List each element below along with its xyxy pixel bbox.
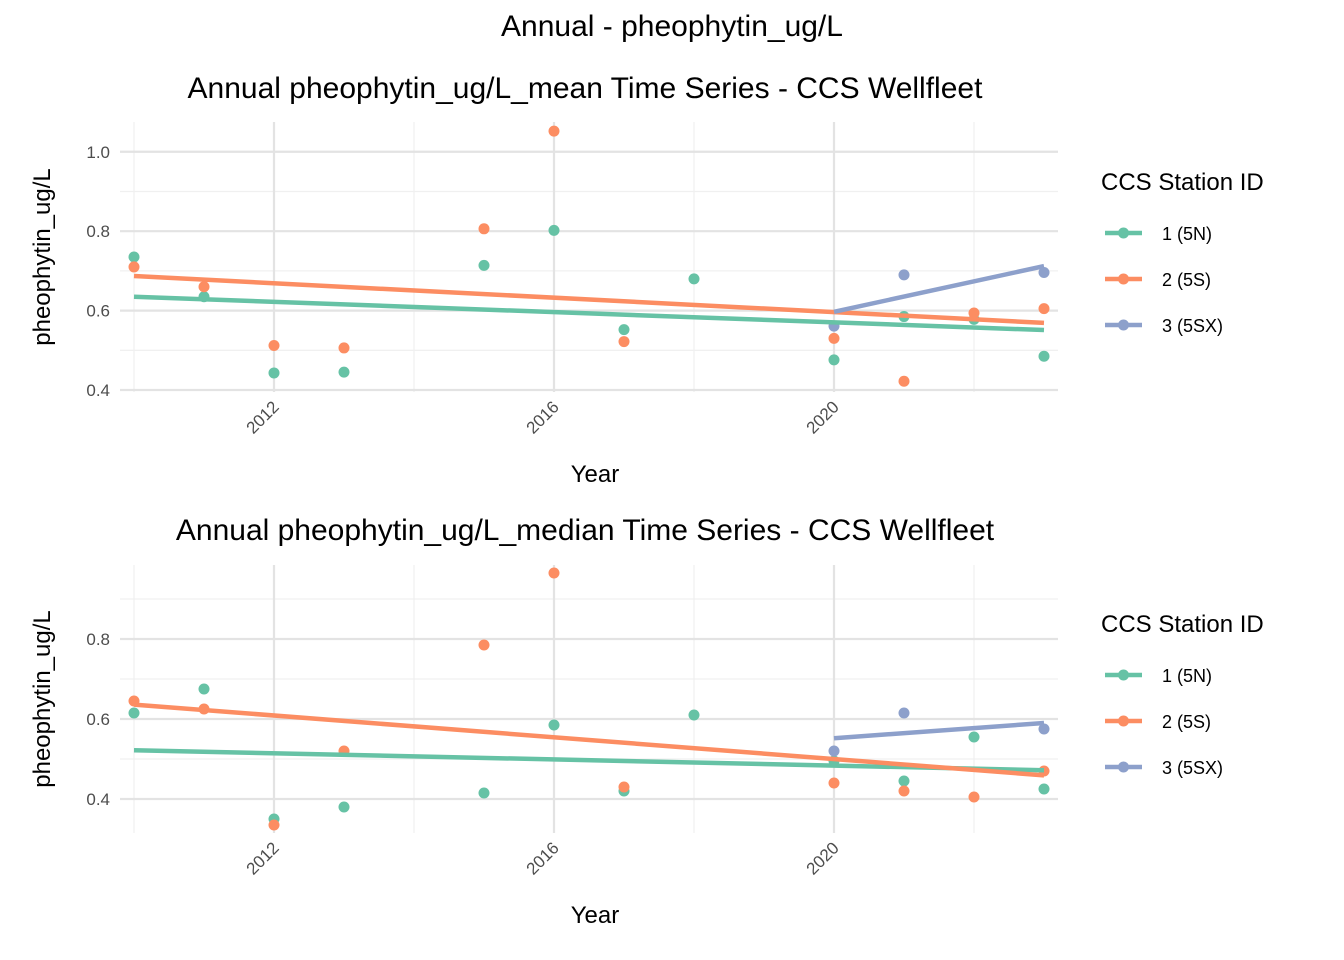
x-axis-title: Year	[571, 902, 620, 929]
data-point	[478, 223, 490, 235]
x-axis-title: Year	[571, 461, 620, 488]
legend-label: 1 (5N)	[1162, 666, 1212, 686]
data-point	[968, 791, 980, 803]
y-tick-label: 0.4	[86, 381, 110, 400]
page-title: Annual - pheophytin_ug/L	[501, 10, 843, 43]
trend-line	[133, 747, 1045, 773]
data-point	[828, 332, 840, 344]
data-point	[968, 307, 980, 319]
data-point	[1038, 266, 1050, 278]
y-tick-label: 0.4	[86, 790, 110, 809]
trend-line	[133, 273, 1045, 326]
trend-line	[133, 702, 1045, 778]
data-point	[828, 745, 840, 757]
data-point	[268, 367, 280, 379]
data-point	[898, 775, 910, 787]
trend-line	[833, 720, 1045, 741]
data-point	[688, 273, 700, 285]
data-point	[618, 324, 630, 336]
legend-key-point	[1118, 669, 1129, 681]
data-point	[1038, 350, 1050, 362]
legend-title: CCS Station ID	[1101, 169, 1264, 196]
y-tick-label: 1.0	[86, 143, 110, 162]
y-tick-label: 0.8	[86, 630, 110, 649]
data-point	[828, 354, 840, 366]
data-point	[898, 375, 910, 387]
chart-title-median: Annual pheophytin_ug/L_median Time Serie…	[175, 514, 995, 547]
y-axis-title: pheophytin_ug/L	[29, 168, 56, 346]
legend: CCS Station ID 1 (5N) 2 (5S) 3 (5SX)	[1101, 611, 1264, 778]
data-point	[1038, 303, 1050, 315]
x-tick-label: 2020	[803, 397, 843, 437]
legend-label: 2 (5S)	[1162, 270, 1211, 290]
data-point	[548, 125, 560, 137]
data-point	[478, 259, 490, 271]
chart-title-mean: Annual pheophytin_ug/L_mean Time Series …	[187, 72, 983, 105]
data-point	[898, 269, 910, 281]
legend-key-point	[1118, 227, 1129, 239]
data-point	[338, 342, 350, 354]
x-tick-label: 2012	[243, 838, 283, 878]
legend-key-point	[1118, 761, 1129, 773]
data-point	[898, 785, 910, 797]
data-point	[828, 777, 840, 789]
legend-key-point	[1118, 319, 1129, 331]
chart-panel-mean: 0.4 0.6 0.8 1.0 2012 2016 2020 Year pheophytin_u…	[29, 122, 1264, 488]
data-point	[898, 707, 910, 719]
data-point	[968, 731, 980, 743]
x-tick-label: 2012	[243, 397, 283, 437]
legend-label: 2 (5S)	[1162, 712, 1211, 732]
data-point	[618, 336, 630, 348]
data-point	[338, 801, 350, 813]
data-point	[618, 781, 630, 793]
data-point	[268, 340, 280, 352]
legend: CCS Station ID 1 (5N) 2 (5S) 3 (5SX)	[1101, 169, 1264, 336]
legend-key-point	[1118, 273, 1129, 285]
data-point	[338, 366, 350, 378]
data-point	[548, 719, 560, 731]
legend-title: CCS Station ID	[1101, 611, 1264, 638]
x-tick-label: 2016	[523, 838, 563, 878]
data-point	[198, 683, 210, 695]
data-point	[1038, 783, 1050, 795]
data-point	[688, 709, 700, 721]
data-point	[478, 639, 490, 651]
x-tick-label: 2020	[803, 838, 843, 878]
data-point	[268, 819, 280, 831]
data-point	[198, 281, 210, 293]
y-axis-title: pheophytin_ug/L	[29, 610, 56, 788]
legend-label: 3 (5SX)	[1162, 758, 1223, 778]
chart-panel-median: 0.4 0.6 0.8 2012 2016 2020 Year pheophytin_ug/L…	[29, 565, 1264, 929]
y-tick-label: 0.6	[86, 710, 110, 729]
legend-label: 3 (5SX)	[1162, 316, 1223, 336]
data-point	[128, 251, 140, 263]
data-point	[548, 567, 560, 579]
trend-line	[833, 263, 1045, 314]
y-tick-label: 0.8	[86, 222, 110, 241]
data-point	[1038, 723, 1050, 735]
x-tick-label: 2016	[523, 397, 563, 437]
data-point	[128, 707, 140, 719]
data-point	[128, 261, 140, 273]
data-point	[478, 787, 490, 799]
legend-key-point	[1118, 715, 1129, 727]
trend-line	[133, 294, 1045, 333]
legend-label: 1 (5N)	[1162, 224, 1212, 244]
data-point	[548, 224, 560, 236]
y-tick-label: 0.6	[86, 302, 110, 321]
